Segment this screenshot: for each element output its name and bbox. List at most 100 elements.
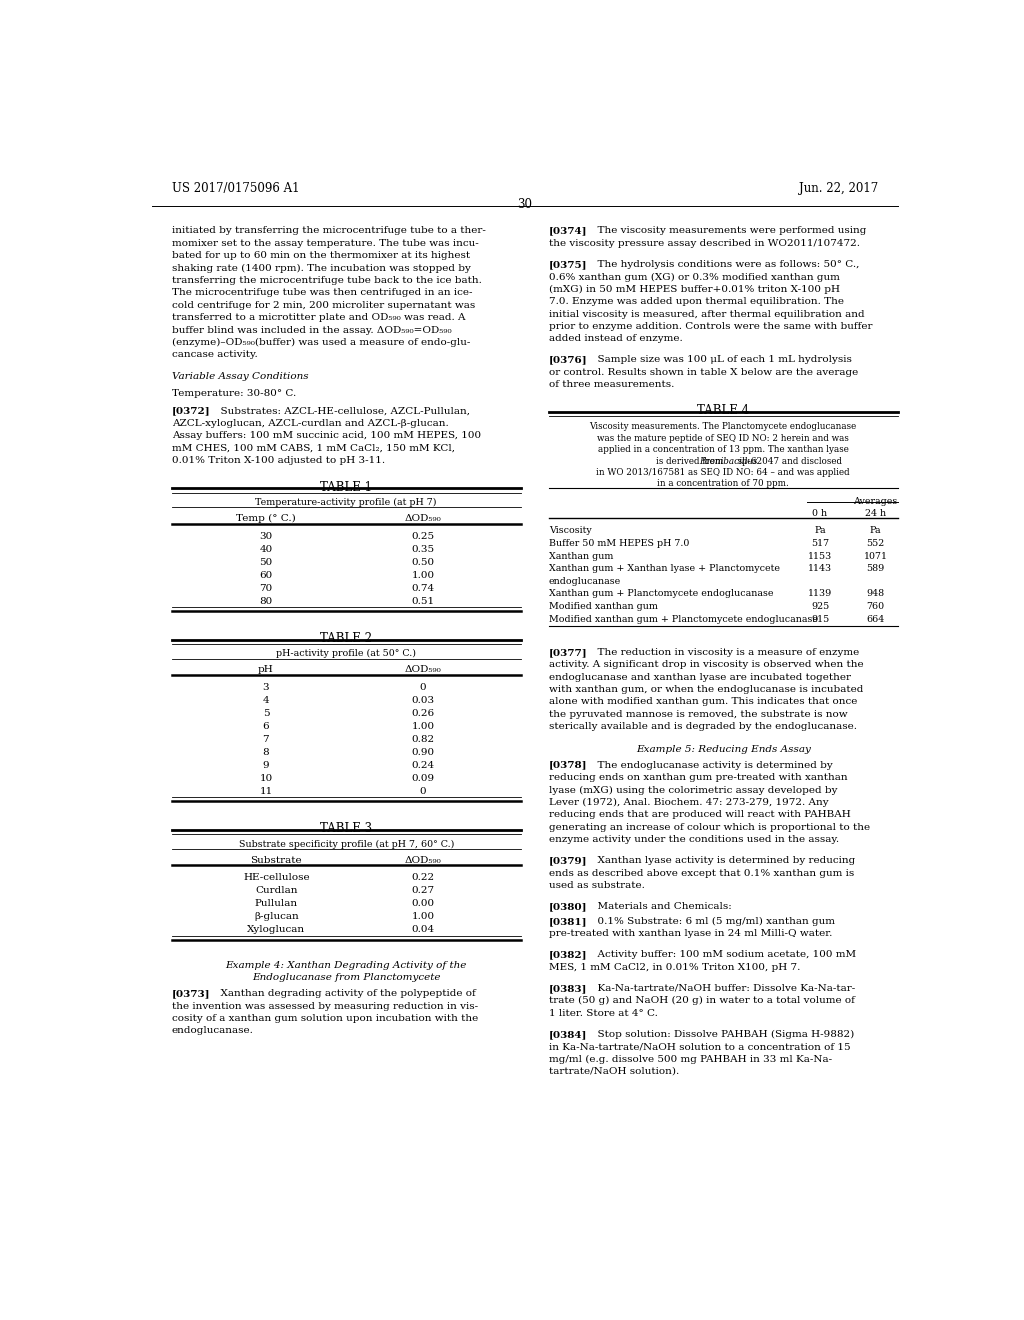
Text: ΔOD₅₉₀: ΔOD₅₉₀: [404, 515, 441, 523]
Text: 9: 9: [262, 760, 269, 770]
Text: 7: 7: [262, 735, 269, 744]
Text: Stop solution: Dissolve PAHBAH (Sigma H-9882): Stop solution: Dissolve PAHBAH (Sigma H-…: [591, 1030, 854, 1039]
Text: or control. Results shown in table X below are the average: or control. Results shown in table X bel…: [549, 368, 858, 376]
Text: sp-62047 and disclosed: sp-62047 and disclosed: [735, 457, 842, 466]
Text: 10: 10: [259, 774, 272, 783]
Text: [0380]: [0380]: [549, 902, 587, 911]
Text: [0378]: [0378]: [549, 760, 587, 770]
Text: Lever (1972), Anal. Biochem. 47: 273-279, 1972. Any: Lever (1972), Anal. Biochem. 47: 273-279…: [549, 797, 828, 807]
Text: sterically available and is degraded by the endoglucanase.: sterically available and is degraded by …: [549, 722, 857, 731]
Text: is derived from: is derived from: [655, 457, 726, 466]
Text: 50: 50: [259, 557, 272, 566]
Text: 3: 3: [262, 682, 269, 692]
Text: (mXG) in 50 mM HEPES buffer+0.01% triton X-100 pH: (mXG) in 50 mM HEPES buffer+0.01% triton…: [549, 285, 840, 294]
Text: Materials and Chemicals:: Materials and Chemicals:: [591, 902, 731, 911]
Text: enzyme activity under the conditions used in the assay.: enzyme activity under the conditions use…: [549, 836, 839, 843]
Text: 1139: 1139: [808, 590, 833, 598]
Text: 0.22: 0.22: [412, 873, 434, 882]
Text: activity. A significant drop in viscosity is observed when the: activity. A significant drop in viscosit…: [549, 660, 863, 669]
Text: Modified xanthan gum + Planctomycete endoglucanase: Modified xanthan gum + Planctomycete end…: [549, 615, 817, 624]
Text: 30: 30: [259, 532, 272, 541]
Text: The endoglucanase activity is determined by: The endoglucanase activity is determined…: [591, 760, 833, 770]
Text: TABLE 2: TABLE 2: [321, 632, 373, 645]
Text: endoglucanase and xanthan lyase are incubated together: endoglucanase and xanthan lyase are incu…: [549, 673, 851, 681]
Text: used as substrate.: used as substrate.: [549, 880, 644, 890]
Text: US 2017/0175096 A1: US 2017/0175096 A1: [172, 182, 299, 195]
Text: of three measurements.: of three measurements.: [549, 380, 674, 389]
Text: 0.27: 0.27: [412, 886, 434, 895]
Text: 948: 948: [866, 590, 885, 598]
Text: endoglucanase: endoglucanase: [549, 577, 621, 586]
Text: [0383]: [0383]: [549, 983, 587, 993]
Text: Jun. 22, 2017: Jun. 22, 2017: [799, 182, 878, 195]
Text: The reduction in viscosity is a measure of enzyme: The reduction in viscosity is a measure …: [591, 648, 859, 657]
Text: Substrate specificity profile (at pH 7, 60° C.): Substrate specificity profile (at pH 7, …: [239, 840, 454, 849]
Text: TABLE 4: TABLE 4: [697, 404, 750, 417]
Text: Endoglucanase from Planctomycete: Endoglucanase from Planctomycete: [252, 973, 440, 982]
Text: 1071: 1071: [863, 552, 888, 561]
Text: Temperature-activity profile (at pH 7): Temperature-activity profile (at pH 7): [256, 498, 437, 507]
Text: [0377]: [0377]: [549, 648, 587, 657]
Text: generating an increase of colour which is proportional to the: generating an increase of colour which i…: [549, 822, 869, 832]
Text: Temp (° C.): Temp (° C.): [237, 515, 296, 523]
Text: Variable Assay Conditions: Variable Assay Conditions: [172, 371, 308, 380]
Text: 1.00: 1.00: [412, 722, 434, 731]
Text: Pa: Pa: [814, 527, 825, 535]
Text: Substrate: Substrate: [251, 855, 302, 865]
Text: Averages: Averages: [854, 498, 898, 506]
Text: [0372]: [0372]: [172, 407, 210, 416]
Text: Temperature: 30-80° C.: Temperature: 30-80° C.: [172, 389, 296, 397]
Text: [0374]: [0374]: [549, 227, 587, 235]
Text: Buffer 50 mM HEPES pH 7.0: Buffer 50 mM HEPES pH 7.0: [549, 539, 689, 548]
Text: 1143: 1143: [808, 564, 833, 573]
Text: The hydrolysis conditions were as follows: 50° C.,: The hydrolysis conditions were as follow…: [591, 260, 859, 269]
Text: 0.82: 0.82: [412, 735, 434, 744]
Text: 0: 0: [420, 682, 426, 692]
Text: 6: 6: [262, 722, 269, 731]
Text: Xyloglucan: Xyloglucan: [248, 925, 305, 935]
Text: mM CHES, 100 mM CABS, 1 mM CaCl₂, 150 mM KCl,: mM CHES, 100 mM CABS, 1 mM CaCl₂, 150 mM…: [172, 444, 455, 453]
Text: Xanthan gum + Xanthan lyase + Planctomycete: Xanthan gum + Xanthan lyase + Planctomyc…: [549, 564, 779, 573]
Text: Viscosity measurements. The Planctomycete endoglucanase: Viscosity measurements. The Planctomycet…: [590, 422, 857, 432]
Text: Activity buffer: 100 mM sodium acetate, 100 mM: Activity buffer: 100 mM sodium acetate, …: [591, 950, 856, 960]
Text: 0.03: 0.03: [412, 696, 434, 705]
Text: Curdlan: Curdlan: [255, 886, 298, 895]
Text: 7.0. Enzyme was added upon thermal equilibration. The: 7.0. Enzyme was added upon thermal equil…: [549, 297, 844, 306]
Text: 11: 11: [259, 787, 272, 796]
Text: Pa: Pa: [869, 527, 882, 535]
Text: 0.1% Substrate: 6 ml (5 mg/ml) xanthan gum: 0.1% Substrate: 6 ml (5 mg/ml) xanthan g…: [591, 917, 835, 927]
Text: TABLE 3: TABLE 3: [321, 822, 373, 836]
Text: AZCL-xyloglucan, AZCL-curdlan and AZCL-β-glucan.: AZCL-xyloglucan, AZCL-curdlan and AZCL-β…: [172, 418, 449, 428]
Text: Xanthan gum + Planctomycete endoglucanase: Xanthan gum + Planctomycete endoglucanas…: [549, 590, 773, 598]
Text: pre-treated with xanthan lyase in 24 ml Milli-Q water.: pre-treated with xanthan lyase in 24 ml …: [549, 929, 831, 939]
Text: 0.35: 0.35: [412, 545, 434, 553]
Text: Example 5: Reducing Ends Assay: Example 5: Reducing Ends Assay: [636, 744, 811, 754]
Text: The microcentrifuge tube was then centrifuged in an ice-: The microcentrifuge tube was then centri…: [172, 289, 472, 297]
Text: the pyruvated mannose is removed, the substrate is now: the pyruvated mannose is removed, the su…: [549, 710, 847, 719]
Text: 40: 40: [259, 545, 272, 553]
Text: 0.00: 0.00: [412, 899, 434, 908]
Text: 24 h: 24 h: [865, 508, 886, 517]
Text: pH-activity profile (at 50° C.): pH-activity profile (at 50° C.): [276, 649, 416, 659]
Text: trate (50 g) and NaOH (20 g) in water to a total volume of: trate (50 g) and NaOH (20 g) in water to…: [549, 997, 854, 1006]
Text: TABLE 1: TABLE 1: [321, 480, 373, 494]
Text: 0.51: 0.51: [412, 597, 434, 606]
Text: MES, 1 mM CaCl2, in 0.01% Triton X100, pH 7.: MES, 1 mM CaCl2, in 0.01% Triton X100, p…: [549, 962, 800, 972]
Text: [0382]: [0382]: [549, 950, 587, 960]
Text: tartrate/NaOH solution).: tartrate/NaOH solution).: [549, 1067, 679, 1076]
Text: 70: 70: [259, 583, 272, 593]
Text: 0.04: 0.04: [412, 925, 434, 935]
Text: Viscosity: Viscosity: [549, 527, 591, 535]
Text: 915: 915: [811, 615, 829, 624]
Text: 0.25: 0.25: [412, 532, 434, 541]
Text: 0.90: 0.90: [412, 748, 434, 756]
Text: in Ka-Na-tartrate/NaOH solution to a concentration of 15: in Ka-Na-tartrate/NaOH solution to a con…: [549, 1043, 850, 1051]
Text: lyase (mXG) using the colorimetric assay developed by: lyase (mXG) using the colorimetric assay…: [549, 785, 837, 795]
Text: buffer blind was included in the assay. ΔOD₅₉₀=OD₅₉₀: buffer blind was included in the assay. …: [172, 326, 452, 335]
Text: reducing ends on xanthan gum pre-treated with xanthan: reducing ends on xanthan gum pre-treated…: [549, 774, 847, 781]
Text: HE-cellulose: HE-cellulose: [243, 873, 309, 882]
Text: [0381]: [0381]: [549, 917, 587, 925]
Text: 589: 589: [866, 564, 885, 573]
Text: 80: 80: [259, 597, 272, 606]
Text: Assay buffers: 100 mM succinic acid, 100 mM HEPES, 100: Assay buffers: 100 mM succinic acid, 100…: [172, 432, 481, 440]
